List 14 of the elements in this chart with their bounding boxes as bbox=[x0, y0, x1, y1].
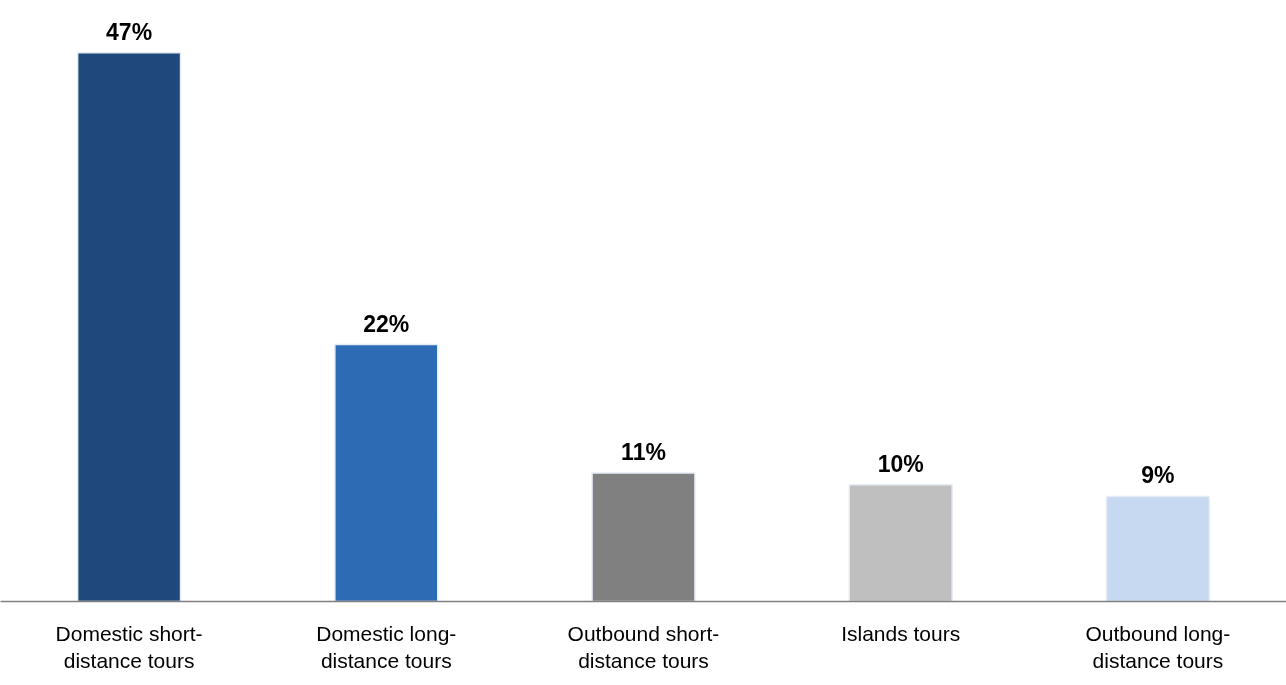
bar bbox=[848, 483, 953, 602]
data-label: 47% bbox=[106, 18, 153, 45]
data-label: 22% bbox=[363, 310, 410, 337]
bar bbox=[334, 343, 439, 602]
data-label: 10% bbox=[877, 450, 924, 477]
bar bbox=[76, 51, 182, 602]
bar bbox=[1105, 495, 1211, 602]
data-label: 9% bbox=[1141, 462, 1175, 489]
data-label: 11% bbox=[621, 439, 666, 466]
x-tick-label: Domestic long-distance tours bbox=[316, 621, 457, 673]
x-tick-label: Outbound long-distance tours bbox=[1085, 621, 1231, 673]
x-tick-label: Domestic short-distance tours bbox=[55, 621, 203, 673]
x-tick-label: Outbound short-distance tours bbox=[567, 621, 720, 673]
x-tick-label: Islands tours bbox=[841, 621, 961, 645]
